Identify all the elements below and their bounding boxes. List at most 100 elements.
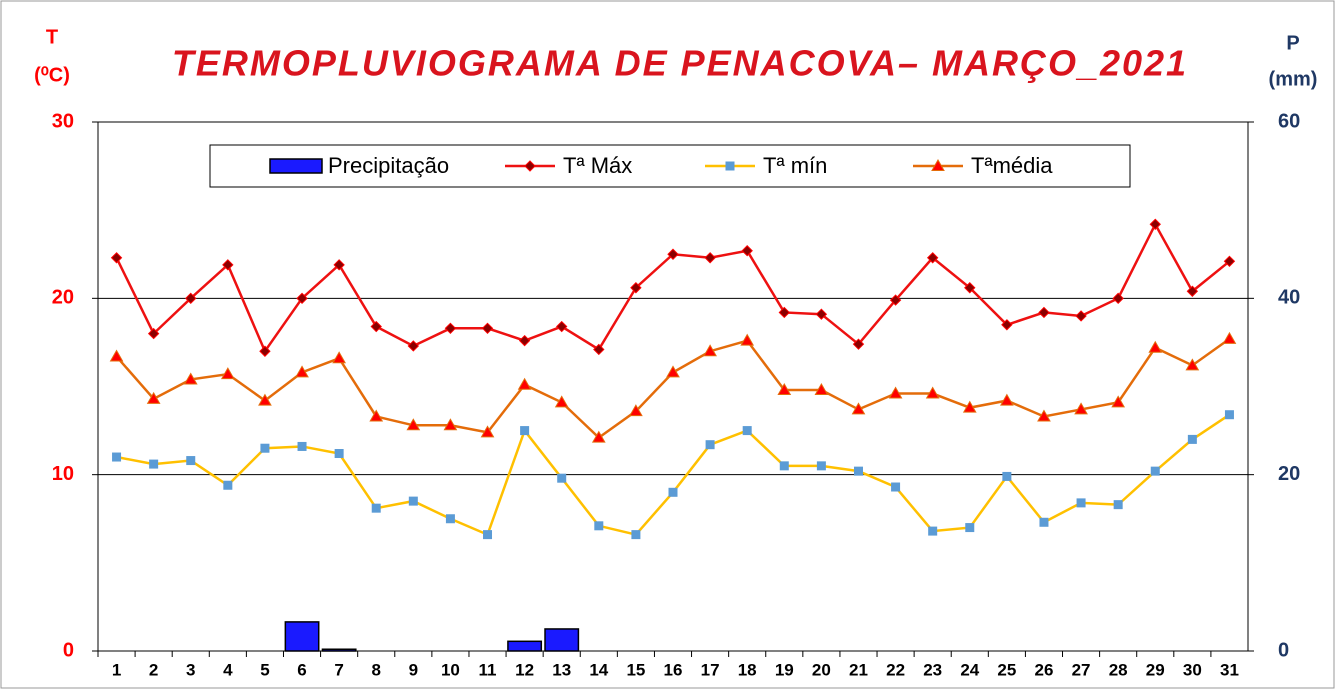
point bbox=[407, 340, 420, 352]
point bbox=[1112, 292, 1124, 305]
point bbox=[1074, 402, 1088, 415]
x-tick-label: 31 bbox=[1220, 660, 1239, 679]
point bbox=[630, 282, 642, 294]
point bbox=[668, 487, 678, 497]
x-tick-label: 19 bbox=[775, 660, 794, 679]
point bbox=[1223, 255, 1236, 268]
y2-label: (mm) bbox=[1269, 68, 1318, 90]
point bbox=[962, 400, 977, 413]
point bbox=[220, 367, 235, 380]
point bbox=[1150, 466, 1160, 476]
point bbox=[1002, 471, 1012, 481]
x-tick-label: 14 bbox=[589, 660, 608, 679]
point bbox=[891, 482, 901, 492]
y2-label: P bbox=[1286, 32, 1299, 54]
point bbox=[851, 402, 866, 415]
plot-area bbox=[97, 121, 1249, 652]
x-tick-label: 7 bbox=[334, 660, 343, 679]
point bbox=[629, 404, 643, 417]
legend-label: Tª mín bbox=[763, 153, 827, 178]
bar bbox=[284, 621, 320, 652]
legend-label: Tªmédia bbox=[971, 153, 1053, 178]
point bbox=[666, 365, 680, 378]
point bbox=[779, 461, 789, 471]
x-tick-label: 20 bbox=[812, 660, 831, 679]
point bbox=[146, 391, 161, 404]
x-tick-label: 11 bbox=[479, 660, 497, 679]
x-tick-label: 2 bbox=[149, 660, 158, 679]
point bbox=[1224, 410, 1234, 420]
x-tick-label: 1 bbox=[112, 660, 121, 679]
y2-tick-label: 20 bbox=[1278, 463, 1300, 485]
x-tick-label: 13 bbox=[552, 660, 571, 679]
point bbox=[444, 322, 457, 335]
point bbox=[1038, 306, 1050, 319]
point bbox=[1148, 340, 1163, 353]
x-tick-label: 3 bbox=[186, 660, 195, 679]
point bbox=[1187, 434, 1197, 444]
point bbox=[815, 308, 828, 320]
point bbox=[483, 530, 493, 540]
x-tick-label: 4 bbox=[223, 660, 233, 679]
y2-tick-label: 40 bbox=[1278, 287, 1300, 309]
y-label: T bbox=[46, 26, 58, 48]
point bbox=[481, 322, 494, 335]
x-tick-label: 8 bbox=[371, 660, 380, 679]
point bbox=[480, 425, 495, 438]
x-tick-label: 30 bbox=[1183, 660, 1202, 679]
x-tick-label: 17 bbox=[701, 660, 720, 679]
point bbox=[814, 383, 829, 396]
legend-label: Precipitação bbox=[328, 153, 449, 178]
point bbox=[517, 377, 532, 390]
x-tick-label: 27 bbox=[1072, 660, 1091, 679]
point bbox=[964, 282, 976, 294]
point bbox=[518, 334, 531, 347]
point bbox=[1075, 310, 1087, 322]
point bbox=[183, 372, 198, 385]
point bbox=[223, 480, 233, 490]
point bbox=[1222, 331, 1237, 344]
x-tick-label: 18 bbox=[738, 660, 757, 679]
point bbox=[1001, 319, 1013, 331]
point bbox=[593, 343, 605, 356]
x-tick-label: 24 bbox=[960, 660, 979, 679]
point bbox=[443, 418, 458, 431]
point bbox=[1113, 500, 1123, 510]
point bbox=[1076, 498, 1086, 508]
point bbox=[408, 496, 418, 506]
x-tick-label: 28 bbox=[1109, 660, 1128, 679]
point bbox=[705, 440, 715, 450]
point bbox=[667, 248, 679, 260]
x-tick-label: 12 bbox=[515, 660, 534, 679]
y-tick-label: 30 bbox=[52, 110, 74, 132]
point bbox=[778, 306, 790, 319]
y2-tick-label: 0 bbox=[1278, 639, 1289, 661]
point bbox=[1039, 517, 1049, 527]
x-tick-label: 23 bbox=[923, 660, 942, 679]
point bbox=[1000, 393, 1014, 406]
point bbox=[296, 292, 308, 305]
point bbox=[222, 259, 234, 271]
legend bbox=[209, 144, 1131, 188]
point bbox=[369, 409, 384, 422]
x-tick-label: 15 bbox=[626, 660, 645, 679]
point bbox=[258, 393, 272, 406]
point bbox=[704, 252, 716, 264]
point bbox=[631, 530, 641, 540]
x-tick-label: 16 bbox=[664, 660, 683, 679]
y2-tick-label: 60 bbox=[1278, 110, 1300, 132]
x-tick-label: 29 bbox=[1146, 660, 1165, 679]
point bbox=[110, 252, 123, 264]
legend-marker bbox=[931, 158, 945, 171]
x-tick-label: 22 bbox=[886, 660, 905, 679]
x-tick-label: 10 bbox=[441, 660, 460, 679]
legend-label: Tª Máx bbox=[563, 153, 632, 178]
point bbox=[259, 345, 271, 357]
point bbox=[853, 466, 863, 476]
point bbox=[557, 473, 567, 483]
point bbox=[1111, 395, 1126, 408]
point bbox=[370, 320, 382, 333]
point bbox=[109, 349, 124, 362]
point bbox=[1037, 409, 1051, 422]
